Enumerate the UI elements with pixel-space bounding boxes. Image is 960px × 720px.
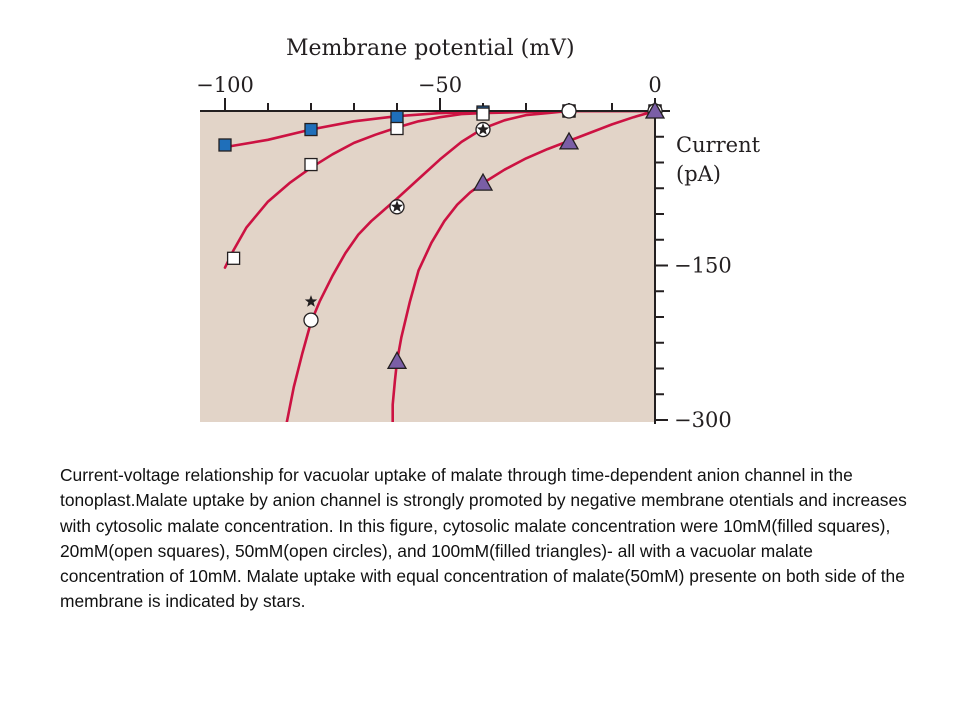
- x-tick-label: −50: [418, 73, 462, 97]
- series-curve: [223, 111, 655, 269]
- open-square-marker: [226, 251, 241, 265]
- open-circle-marker: [303, 312, 319, 328]
- y-tick-label: −150: [674, 254, 732, 278]
- x-tick-label: −100: [196, 73, 254, 97]
- filled-square-marker: [218, 138, 232, 152]
- open-square-marker: [390, 121, 404, 136]
- open-square-marker: [304, 157, 318, 172]
- iv-chart: −100 −50 0 −150 −300 Membrane potential (mV)…: [196, 36, 761, 432]
- filled-square-marker: [390, 110, 404, 124]
- y-axis-title-line-2: (pA): [676, 162, 721, 186]
- filled-triangle-marker: [644, 100, 666, 119]
- axes: −100 −50 0 −150 −300: [196, 73, 732, 432]
- y-axis-title-line-1: Current: [676, 133, 761, 157]
- star-marker: [390, 200, 404, 212]
- chart-canvas: −100 −50 0 −150 −300 Membrane potential (mV)…: [196, 36, 761, 432]
- data-markers: [218, 100, 666, 369]
- x-tick-label: 0: [648, 73, 661, 97]
- filled-triangle-marker: [558, 131, 580, 150]
- filled-triangle-marker: [386, 350, 408, 369]
- star-marker: [304, 295, 318, 307]
- open-circle-marker: [561, 103, 577, 119]
- filled-triangle-marker: [472, 172, 494, 191]
- filled-square-marker: [304, 122, 318, 137]
- plot-background: [200, 111, 655, 422]
- y-tick-label: −300: [674, 408, 732, 432]
- figure-caption: Current-voltage relationship for vacuola…: [60, 465, 907, 612]
- star-marker: [476, 123, 490, 135]
- open-square-marker: [476, 107, 490, 121]
- x-axis-title: Membrane potential (mV): [286, 36, 575, 61]
